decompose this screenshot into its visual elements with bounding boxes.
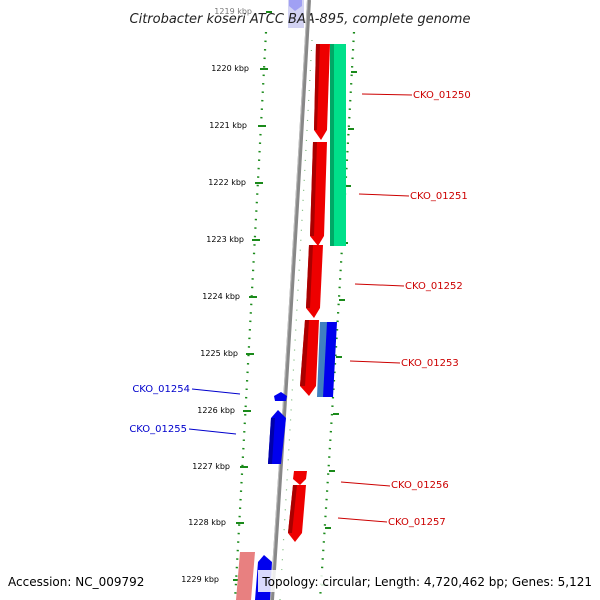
gene-label-cko-01254[interactable]: CKO_01254 [132,384,190,395]
feature-shadow-partial-top [288,0,304,28]
gene-cko-01250-shade [314,44,320,130]
tick-label: 1219 kbp [214,7,252,16]
topology-background [258,570,596,592]
gene-label-cko-01252[interactable]: CKO_01252 [405,281,463,292]
gene-cko-01255-shade [268,418,275,464]
gene-label-cko-01255[interactable]: CKO_01255 [129,424,187,435]
tick-label: 1221 kbp [209,121,247,130]
track-outer-left-dotted [233,31,268,600]
gene-cko-01254[interactable] [274,392,287,401]
gene-label-cko-01256[interactable]: CKO_01256 [391,480,449,491]
gene-cko-01253-b[interactable] [323,322,337,397]
tick-label: 1223 kbp [206,235,244,244]
tick-label: 1222 kbp [208,178,246,187]
tick-label: 1220 kbp [211,64,249,73]
gene-label-cko-01251[interactable]: CKO_01251 [410,191,468,202]
gene-cko-01257-shade [288,485,297,533]
genome-backbone-highlight [270,0,308,600]
tick-label: 1224 kbp [202,292,240,301]
topology-text: Topology: circular; Length: 4,720,462 bp… [261,575,592,589]
gene-cko-01256a[interactable] [293,471,307,485]
gene-label-cko-01253[interactable]: CKO_01253 [401,358,459,369]
tick-label: 1229 kbp [181,575,219,584]
gene-label-cko-01257[interactable]: CKO_01257 [388,517,446,528]
gene-cko-01251-shade [310,142,317,236]
tick-label: 1225 kbp [200,349,238,358]
label-leaders [188,93,413,523]
tick-label: 1226 kbp [197,406,235,415]
kbp-axis: 1219 kbp 1220 kbp 1221 kbp 1222 kbp 1223… [181,7,272,584]
gene-label-cko-01250[interactable]: CKO_01250 [413,90,471,101]
gene-cko-01252-shade [306,245,313,308]
genome-backbone [270,0,311,600]
accession-text: Accession: NC_009792 [8,575,144,589]
rna-feature-shade [330,44,334,246]
map-title: Citrobacter koseri ATCC BAA-895, complet… [130,12,471,27]
gene-forward-bottom[interactable] [236,552,255,600]
tick-label: 1227 kbp [192,462,230,471]
tick-label: 1228 kbp [188,518,226,527]
gene-cko-01253-shade [300,320,309,386]
